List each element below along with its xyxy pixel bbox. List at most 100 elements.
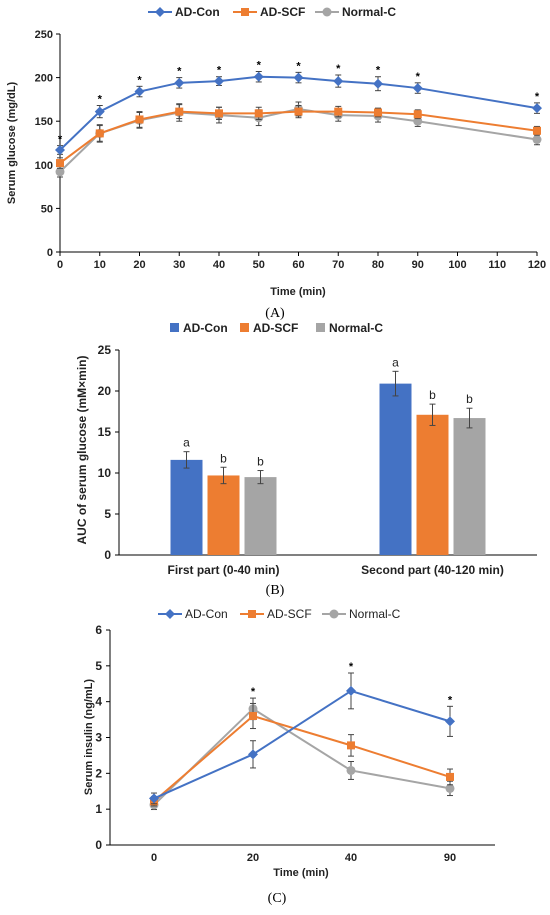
legend-c: AD-Con AD-SCF Normal-C xyxy=(158,607,401,621)
error-bar-b xyxy=(257,470,264,485)
data-point-c xyxy=(149,793,159,804)
data-point-a xyxy=(134,86,145,97)
significance-marker-c: * xyxy=(448,694,453,706)
data-point-c xyxy=(248,749,258,760)
significance-marker-a: * xyxy=(177,66,182,78)
x-tick-label-a: 20 xyxy=(133,259,145,271)
error-bar-b xyxy=(466,407,473,429)
y-tick-label-c: 2 xyxy=(95,766,102,780)
y-axis-title-a: Serum glucose (mg/dL) xyxy=(6,82,18,205)
data-point-a xyxy=(174,77,185,88)
data-point-a xyxy=(334,107,343,116)
significance-marker-a: * xyxy=(58,134,63,146)
y-tick-label-b: 15 xyxy=(98,425,112,439)
data-point-c xyxy=(346,765,356,775)
legend-a: AD-Con AD-SCF Normal-C xyxy=(148,5,396,19)
svg-text:Normal-C: Normal-C xyxy=(329,321,383,335)
series-line-c-normal-c xyxy=(153,707,451,806)
y-tick-label-b: 25 xyxy=(98,343,112,357)
data-point-c xyxy=(446,772,454,781)
y-tick-label-b: 10 xyxy=(98,466,112,480)
significance-marker-c: * xyxy=(349,661,354,673)
series-line-c-ad-scf xyxy=(153,714,451,803)
significance-marker-a: * xyxy=(416,71,421,83)
y-tick-label-c: 4 xyxy=(95,695,102,709)
data-point-a xyxy=(55,144,65,155)
y-tick-label-c: 1 xyxy=(95,802,102,816)
significance-marker-a: * xyxy=(137,74,142,86)
x-tick-label-c: 90 xyxy=(444,852,456,864)
panel-label-c: (C) xyxy=(268,891,287,906)
category-label-b: Second part (40-120 min) xyxy=(361,563,504,577)
significance-letter-b: a xyxy=(392,355,399,369)
axes-c: 0 1 2 3 4 5 6 0 20 40 90 xyxy=(95,623,495,864)
bar-b-normal-c xyxy=(453,418,486,555)
marks-c: * * * xyxy=(149,661,455,811)
x-tick-label-a: 120 xyxy=(528,259,546,271)
y-tick-label-a: 0 xyxy=(47,247,53,259)
panel-b: AD-Con AD-SCF Normal-C 0 5 10 15 20 25 First p… xyxy=(75,321,537,598)
bar-b-ad-scf xyxy=(207,475,240,555)
y-tick-label-c: 5 xyxy=(95,659,102,673)
error-bar-b xyxy=(220,466,227,485)
data-point-a xyxy=(294,107,303,116)
x-tick-label-a: 100 xyxy=(448,259,466,271)
error-bar-b xyxy=(429,403,436,426)
data-point-a xyxy=(413,110,422,119)
significance-marker-a: * xyxy=(257,59,262,71)
error-bar-b xyxy=(392,370,399,397)
x-tick-label-a: 10 xyxy=(94,259,106,271)
significance-marker-a: * xyxy=(376,65,381,77)
significance-letter-b: b xyxy=(220,451,227,465)
panel-label-a: (A) xyxy=(265,306,285,321)
significance-marker-a: * xyxy=(98,94,103,106)
data-point-c xyxy=(249,712,257,720)
axes-b: 0 5 10 15 20 25 First part (0-40 min) Second pa… xyxy=(98,343,537,577)
series-a-ad-scf xyxy=(56,104,541,169)
y-tick-label-c: 6 xyxy=(95,623,102,637)
category-label-b: First part (0-40 min) xyxy=(167,563,279,577)
data-point-a xyxy=(254,109,263,118)
legend-c-ad-con: AD-Con xyxy=(158,607,228,621)
y-axis-title-b: AUC of serum glucose (mM×min) xyxy=(75,355,89,544)
significance-marker-a: * xyxy=(535,91,540,103)
error-bar-b xyxy=(183,451,190,469)
x-tick-label-a: 70 xyxy=(332,259,344,271)
series-c-normal-c xyxy=(149,697,455,811)
y-tick-label-c: 0 xyxy=(95,838,102,852)
data-point-a xyxy=(374,108,382,117)
series-c-ad-con xyxy=(149,672,455,805)
svg-text:AD-Con: AD-Con xyxy=(185,607,228,621)
data-point-a xyxy=(56,159,64,168)
svg-text:AD-SCF: AD-SCF xyxy=(253,321,298,335)
x-tick-label-a: 30 xyxy=(173,259,185,271)
data-point-c xyxy=(445,716,455,727)
x-tick-label-a: 90 xyxy=(412,259,424,271)
x-tick-label-a: 110 xyxy=(488,259,506,271)
legend-b: AD-Con AD-SCF Normal-C xyxy=(170,321,383,335)
data-point-a xyxy=(253,71,264,82)
legend-c-normal-c: Normal-C xyxy=(322,607,401,621)
bar-b-ad-scf xyxy=(416,414,449,555)
significance-letter-b: b xyxy=(429,388,436,402)
x-tick-label-a: 0 xyxy=(57,259,63,271)
x-tick-label-c: 0 xyxy=(151,852,157,864)
legend-a-normal-c: Normal-C xyxy=(315,5,396,19)
significance-marker-a: * xyxy=(296,60,301,72)
y-tick-label-b: 0 xyxy=(104,548,111,562)
legend-a-ad-scf: AD-SCF xyxy=(233,5,305,19)
data-point-c xyxy=(445,783,455,793)
x-tick-label-a: 60 xyxy=(292,259,304,271)
data-point-a xyxy=(412,83,423,94)
x-tick-label-c: 20 xyxy=(247,852,259,864)
bar-b-ad-con xyxy=(379,383,412,555)
significance-letter-b: a xyxy=(183,436,190,450)
data-point-a xyxy=(214,76,224,87)
data-point-a xyxy=(293,72,304,83)
significance-marker-a: * xyxy=(217,65,222,77)
marks-b: a b b a b b xyxy=(170,355,486,555)
y-tick-label-a: 200 xyxy=(35,73,53,85)
panel-label-b: (B) xyxy=(266,583,285,598)
